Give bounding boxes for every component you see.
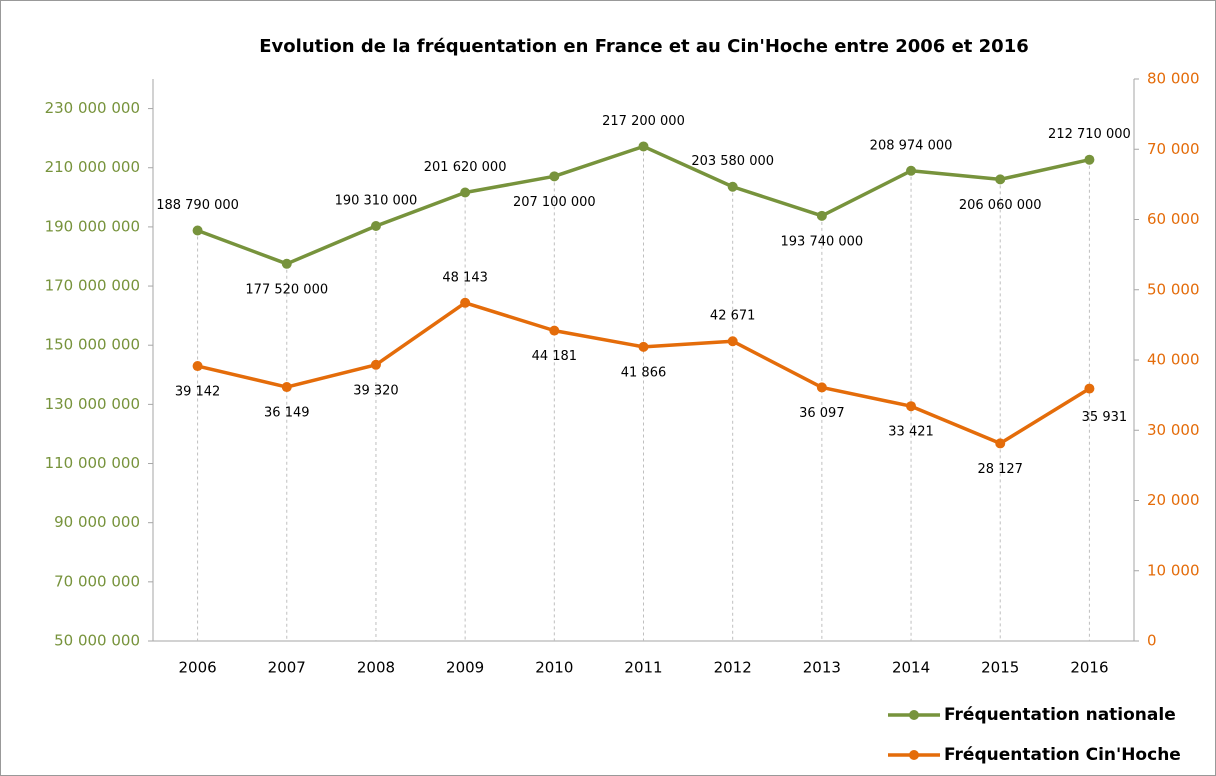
data-label: 177 520 000 xyxy=(245,282,328,297)
x-tick-label: 2014 xyxy=(892,659,930,677)
point xyxy=(638,341,649,352)
point xyxy=(1084,383,1095,394)
data-label: 39 320 xyxy=(353,383,399,398)
x-tick-label: 2012 xyxy=(714,659,752,677)
point xyxy=(460,297,471,308)
legend-marker xyxy=(909,750,919,760)
data-label: 203 580 000 xyxy=(691,154,774,169)
data-label: 42 671 xyxy=(710,309,756,324)
point xyxy=(906,401,917,412)
point xyxy=(192,361,203,372)
data-label: 201 620 000 xyxy=(424,160,507,175)
x-tick-label: 2007 xyxy=(268,659,306,677)
x-tick-label: 2011 xyxy=(624,659,662,677)
data-label: 48 143 xyxy=(442,270,488,285)
x-tick-label: 2008 xyxy=(357,659,395,677)
y-tick-label: 150 000 000 xyxy=(45,336,140,354)
data-label: 28 127 xyxy=(977,462,1023,477)
x-tick-label: 2015 xyxy=(981,659,1019,677)
data-label: 36 097 xyxy=(799,406,845,421)
x-tick-label: 2009 xyxy=(446,659,484,677)
data-label: 208 974 000 xyxy=(870,138,953,153)
point xyxy=(727,181,738,192)
data-label: 44 181 xyxy=(532,349,578,364)
point xyxy=(906,165,917,176)
data-label: 217 200 000 xyxy=(602,114,685,129)
point xyxy=(549,171,560,182)
data-label: 193 740 000 xyxy=(781,234,864,249)
point xyxy=(192,225,203,236)
y2-tick-label: 50 000 xyxy=(1147,280,1200,298)
point xyxy=(995,438,1006,449)
x-tick-label: 2013 xyxy=(803,659,841,677)
y-tick-label: 70 000 000 xyxy=(54,572,140,590)
x-tick-label: 2010 xyxy=(535,659,573,677)
data-label: 41 866 xyxy=(621,365,667,380)
point xyxy=(549,325,560,336)
point xyxy=(995,174,1006,185)
y-tick-label: 130 000 000 xyxy=(45,395,140,413)
y2-tick-label: 70 000 xyxy=(1147,140,1200,158)
point xyxy=(460,187,471,198)
y2-tick-label: 60 000 xyxy=(1147,210,1200,228)
point xyxy=(816,382,827,393)
point xyxy=(370,359,381,370)
legend-label: Fréquentation nationale xyxy=(944,705,1176,725)
x-tick-label: 2006 xyxy=(178,659,216,677)
point xyxy=(370,220,381,231)
y2-tick-label: 40 000 xyxy=(1147,351,1200,369)
y2-tick-label: 30 000 xyxy=(1147,421,1200,439)
point xyxy=(281,258,292,269)
point xyxy=(638,141,649,152)
x-tick-label: 2016 xyxy=(1070,659,1108,677)
data-label: 190 310 000 xyxy=(335,193,418,208)
point xyxy=(1084,154,1095,165)
point xyxy=(816,210,827,221)
point xyxy=(281,382,292,393)
y2-tick-label: 10 000 xyxy=(1147,561,1200,579)
data-label: 207 100 000 xyxy=(513,195,596,210)
y-tick-label: 50 000 000 xyxy=(54,632,140,650)
y2-tick-label: 0 xyxy=(1147,632,1157,650)
data-label: 33 421 xyxy=(888,425,934,440)
y-tick-label: 90 000 000 xyxy=(54,513,140,531)
legend-marker xyxy=(909,710,919,720)
y-tick-label: 110 000 000 xyxy=(45,454,140,472)
data-label: 39 142 xyxy=(175,385,221,400)
y-tick-label: 190 000 000 xyxy=(45,217,140,235)
chart-title: Evolution de la fréquentation en France … xyxy=(259,36,1029,57)
y2-tick-label: 20 000 xyxy=(1147,491,1200,509)
point xyxy=(727,336,738,347)
y-tick-label: 230 000 000 xyxy=(45,99,140,117)
data-label: 35 931 xyxy=(1082,410,1128,425)
data-label: 206 060 000 xyxy=(959,198,1042,213)
y-tick-label: 170 000 000 xyxy=(45,277,140,295)
data-label: 212 710 000 xyxy=(1048,127,1131,142)
data-label: 188 790 000 xyxy=(156,198,239,213)
y-tick-label: 210 000 000 xyxy=(45,158,140,176)
y2-tick-label: 80 000 xyxy=(1147,70,1200,88)
data-label: 36 149 xyxy=(264,406,310,421)
legend-label: Fréquentation Cin'Hoche xyxy=(944,745,1181,765)
